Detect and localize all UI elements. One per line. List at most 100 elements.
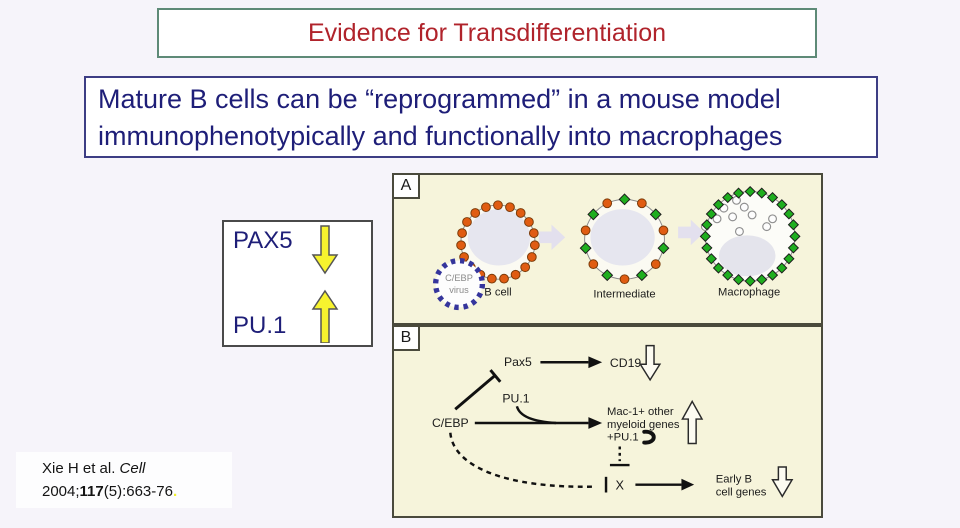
citation-line1: Xie H et al. Cell xyxy=(42,457,232,480)
green-diamond-marker-icon xyxy=(579,242,592,255)
virus-label-line2: virus xyxy=(449,285,469,295)
earlyb-node-line2: cell genes xyxy=(716,486,767,498)
cd19-down-arrow-icon xyxy=(638,344,662,382)
green-diamond-marker-icon xyxy=(789,230,801,242)
green-diamond-marker-icon xyxy=(587,208,600,221)
vesicle-icon xyxy=(747,210,757,220)
green-diamond-marker-icon xyxy=(783,253,795,265)
x-earlyb-arrowhead xyxy=(681,478,695,491)
intermediate-nucleus xyxy=(590,209,655,266)
x-node: X xyxy=(615,478,624,493)
myeloid-node-line2: myeloid genes xyxy=(607,419,680,431)
virus-label-line1: C/EBP xyxy=(445,273,473,283)
orange-marker-icon xyxy=(529,240,540,251)
orange-marker-icon xyxy=(456,240,466,251)
factor-summary-box: PAX5 PU.1 xyxy=(222,220,373,347)
green-diamond-marker-icon xyxy=(744,185,756,198)
citation-year: 2004; xyxy=(42,483,80,500)
vesicle-icon xyxy=(712,214,722,224)
b-cell-label: B cell xyxy=(484,287,511,299)
green-diamond-marker-icon xyxy=(766,191,779,204)
figure-panel-b: B Pax5 CD19 PU.1 C/EBP Mac-1+ other myel… xyxy=(392,325,823,518)
orange-marker-icon xyxy=(515,208,526,218)
green-diamond-marker-icon xyxy=(756,187,768,199)
b-cell-nucleus xyxy=(467,209,531,266)
pax5-cd19-arrowhead xyxy=(588,356,603,369)
orange-marker-icon xyxy=(636,198,647,209)
pu1-merge-curve xyxy=(515,405,557,425)
panel-a-graphic: C/EBP virus B cell Intermediate Macropha… xyxy=(432,185,801,311)
orange-marker-icon xyxy=(658,225,669,236)
pu1-up-arrow-icon xyxy=(311,289,339,343)
statement-line1: Mature B cells can be “reprogrammed” in … xyxy=(98,84,781,114)
green-diamond-marker-icon xyxy=(618,193,631,206)
macrophage-marker-ring xyxy=(699,185,801,287)
cebp-virus-circle xyxy=(432,258,486,311)
green-diamond-marker-icon xyxy=(722,269,734,281)
orange-marker-icon xyxy=(457,228,467,238)
myeloid-node-line1: Mac-1+ other xyxy=(607,406,674,418)
orange-marker-icon xyxy=(526,252,537,262)
green-diamond-marker-icon xyxy=(787,242,800,254)
orange-marker-icon xyxy=(528,228,539,238)
orange-marker-icon xyxy=(487,273,497,284)
citation-volume: 117 xyxy=(79,483,104,500)
green-diamond-marker-icon xyxy=(776,199,788,211)
citation-authors: Xie H et al. xyxy=(42,460,120,477)
statement-line2: immunophenotypically and functionally in… xyxy=(98,121,783,151)
green-diamond-marker-icon xyxy=(712,262,725,274)
orange-marker-icon xyxy=(510,269,521,280)
pu1-autoregulation-loop-icon xyxy=(642,429,656,445)
cebp-x-dashed-curve xyxy=(449,432,596,488)
green-diamond-marker-icon xyxy=(744,275,756,287)
earlyb-node-line1: Early B xyxy=(716,474,752,486)
panel-a-label: A xyxy=(392,173,420,199)
orange-marker-icon xyxy=(481,202,491,213)
down-arrow-shape xyxy=(311,225,339,275)
citation-journal: Cell xyxy=(119,460,146,477)
green-diamond-marker-icon xyxy=(732,274,745,286)
green-diamond-marker-icon xyxy=(783,208,795,220)
orange-marker-icon xyxy=(580,225,591,236)
green-diamond-marker-icon xyxy=(705,208,717,220)
orange-marker-icon xyxy=(505,202,515,213)
earlyb-down-arrow-icon xyxy=(771,466,794,498)
green-diamond-marker-icon xyxy=(701,242,713,254)
orange-marker-icon xyxy=(650,259,661,270)
panel-b-label: B xyxy=(392,325,420,351)
cd19-node: CD19 xyxy=(610,356,641,370)
green-diamond-marker-icon xyxy=(787,219,800,231)
vesicle-icon xyxy=(734,226,744,236)
macrophage-label: Macrophage xyxy=(718,287,780,299)
vesicle-icon xyxy=(762,222,772,232)
green-diamond-marker-icon xyxy=(766,269,779,281)
green-diamond-marker-icon xyxy=(722,191,734,204)
up-arrow-shape xyxy=(311,289,339,343)
green-diamond-marker-icon xyxy=(699,230,711,242)
transition-arrow-2-icon xyxy=(678,219,705,246)
macrophage-nucleus xyxy=(718,235,776,277)
slide-title: Evidence for Transdifferentiation xyxy=(307,18,667,47)
vesicle-icon xyxy=(728,212,738,222)
transition-arrow-1-icon xyxy=(538,224,566,250)
green-diamond-marker-icon xyxy=(756,274,768,286)
orange-marker-icon xyxy=(588,259,599,270)
orange-marker-icon xyxy=(493,200,503,211)
statement-box: Mature B cells can be “reprogrammed” in … xyxy=(84,76,878,158)
orange-marker-icon xyxy=(470,208,481,218)
green-diamond-marker-icon xyxy=(657,242,670,255)
orange-marker-icon xyxy=(499,273,509,284)
citation-line2: 2004;117(5):663-76. xyxy=(42,480,232,503)
myeloid-node-line3: +PU.1 xyxy=(607,432,639,444)
vesicle-icon xyxy=(739,202,749,212)
green-diamond-marker-icon xyxy=(601,269,614,282)
intermediate-label: Intermediate xyxy=(593,289,655,301)
cebp-node: C/EBP xyxy=(432,416,469,430)
pax5-node: Pax5 xyxy=(504,355,532,369)
green-diamond-marker-icon xyxy=(712,199,725,211)
figure-panel-a: A C/EBP virus B cell Intermedia xyxy=(392,173,823,325)
green-diamond-marker-icon xyxy=(649,208,662,221)
orange-marker-icon xyxy=(619,274,630,285)
cebp-myeloid-arrowhead xyxy=(588,417,603,429)
